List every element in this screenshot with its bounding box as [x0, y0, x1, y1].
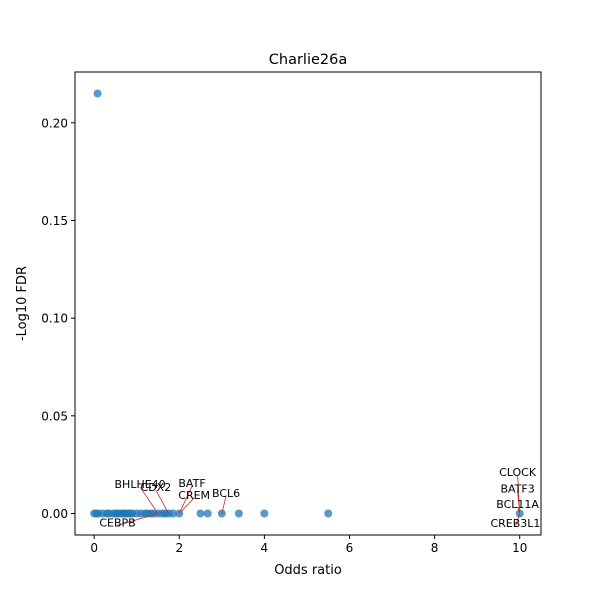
annotation-line	[155, 489, 169, 514]
y-tick-label: 0.00	[41, 507, 68, 521]
annotation-label: BHLHE40	[115, 478, 166, 491]
annotation-label: BCL11A	[496, 498, 539, 511]
annotation-label: CEBPB	[99, 516, 135, 529]
data-point	[324, 509, 333, 518]
y-axis-label: -Log10 FDR	[15, 266, 30, 341]
annotation-label: BATF3	[500, 483, 534, 496]
x-axis-ticks: 0 2 4 6 8 10	[90, 535, 527, 555]
x-tick-label: 4	[261, 541, 269, 555]
annotation-line	[117, 513, 159, 526]
annotation-label: BCL6	[212, 487, 240, 500]
annotation-line	[517, 507, 521, 514]
x-axis-label: Odds ratio	[274, 563, 342, 578]
annotation-label: CREM	[178, 489, 210, 502]
x-tick-label: 8	[431, 541, 439, 555]
y-tick-label: 0.15	[41, 214, 68, 228]
annotation-line	[517, 491, 521, 514]
data-point	[93, 89, 102, 98]
points-layer	[90, 89, 524, 518]
data-point	[234, 509, 243, 518]
annotation-line	[178, 486, 193, 514]
y-tick-label: 0.10	[41, 312, 68, 326]
annotation-line	[178, 497, 195, 514]
annotation-label: CLOCK	[499, 466, 537, 479]
data-point	[196, 509, 205, 518]
annotation-label: CDX2	[141, 481, 172, 494]
annotation-label: CREB3L1	[490, 517, 540, 530]
annotation-labels-layer: BHLHE40 BATF CDX2 CREM BCL6 CEBPB CLOCK BATF3 BC…	[99, 466, 540, 530]
y-axis-ticks: 0.00 0.05 0.10 0.15 0.20	[41, 116, 75, 521]
x-tick-label: 6	[346, 541, 354, 555]
annotation-lines-layer	[117, 474, 521, 527]
x-tick-label: 2	[175, 541, 183, 555]
y-tick-label: 0.05	[41, 409, 68, 423]
y-tick-label: 0.20	[41, 116, 68, 130]
data-point	[260, 509, 269, 518]
data-point	[203, 509, 212, 518]
annotation-line	[515, 513, 521, 527]
annotation-label: BATF	[178, 477, 205, 490]
plot-frame	[74, 71, 542, 536]
annotation-line	[221, 495, 227, 514]
chart-title: Charlie26a	[269, 52, 347, 68]
x-tick-label: 0	[90, 541, 98, 555]
data-point	[168, 509, 177, 518]
annotation-line	[139, 486, 159, 514]
x-tick-label: 10	[512, 541, 527, 555]
